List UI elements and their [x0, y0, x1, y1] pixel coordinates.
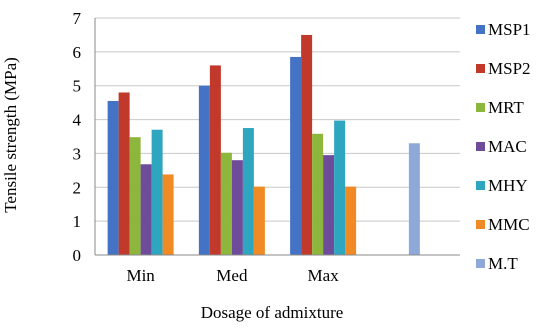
x-axis-title: Dosage of admixture: [201, 303, 344, 322]
bar-mmc-min: [162, 174, 174, 255]
bar-msp2-min: [118, 92, 130, 255]
legend-label: MSP2: [488, 59, 531, 78]
bar-mhy-max: [334, 120, 346, 255]
legend-swatch: [476, 64, 485, 73]
y-tick-label: 4: [73, 111, 82, 130]
legend-label: MHY: [488, 176, 528, 195]
bar-msp1-med: [198, 85, 210, 255]
legend-swatch: [476, 103, 485, 112]
legend-label: M.T: [488, 254, 518, 273]
bar-m-t-extra: [408, 143, 420, 255]
bar-mhy-med: [242, 128, 254, 255]
legend-swatch: [476, 25, 485, 34]
bars: [107, 34, 420, 256]
legend-swatch: [476, 142, 485, 151]
bar-msp1-min: [107, 100, 119, 255]
x-tick-label: Med: [216, 266, 248, 285]
bar-mrt-min: [129, 137, 141, 255]
x-tick-labels: Min Med Max: [126, 266, 339, 285]
bar-msp2-med: [209, 65, 221, 256]
bar-mrt-max: [312, 133, 324, 255]
y-tick-labels: 0 1 2 3 4 5 6 7: [73, 9, 82, 265]
y-tick-label: 5: [73, 77, 82, 96]
legend-swatch: [476, 181, 485, 190]
y-tick-label: 1: [73, 212, 82, 231]
legend: MSP1 MSP2 MRT MAC MHY MMC M.T: [476, 20, 531, 273]
y-tick-label: 0: [73, 246, 82, 265]
bar-mmc-med: [253, 186, 265, 255]
legend-swatch: [476, 220, 485, 229]
legend-label: MAC: [488, 137, 527, 156]
y-tick-label: 6: [73, 43, 82, 62]
legend-label: MRT: [488, 98, 524, 117]
legend-label: MSP1: [488, 20, 531, 39]
y-tick-label: 3: [73, 144, 82, 163]
legend-swatch: [476, 259, 485, 268]
bar-mmc-max: [345, 186, 357, 255]
y-axis-title: Tensile strength (MPa): [1, 57, 20, 213]
legend-label: MMC: [488, 215, 530, 234]
x-tick-label: Min: [126, 266, 155, 285]
bar-mac-min: [140, 164, 152, 255]
bar-mrt-med: [220, 152, 232, 255]
bar-mhy-min: [151, 129, 163, 255]
bar-msp2-max: [301, 34, 313, 255]
bar-mac-med: [231, 160, 243, 255]
x-tick-label: Max: [308, 266, 340, 285]
bar-mac-max: [323, 155, 335, 255]
y-tick-label: 7: [73, 9, 82, 28]
bar-msp1-max: [290, 56, 302, 255]
y-tick-label: 2: [73, 178, 82, 197]
